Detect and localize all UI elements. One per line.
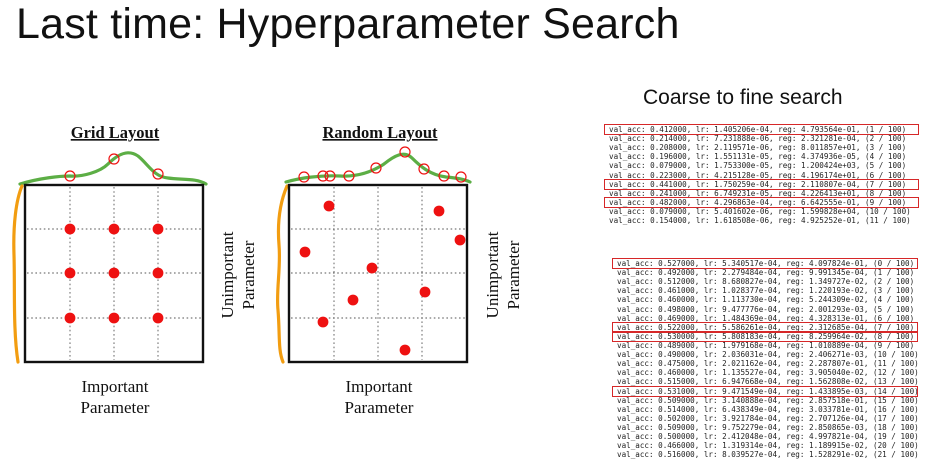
coarse-run-line: val_acc: 0.079000, lr: 5.401602e-06, reg…	[609, 206, 911, 216]
random-point	[433, 205, 445, 217]
grid-point	[152, 267, 164, 279]
layout-diagrams: Grid Layout	[12, 123, 523, 417]
random-curve-sample	[438, 170, 450, 182]
coarse-run-line-highlighted: val_acc: 0.412000, lr: 1.405206e-04, reg…	[604, 123, 919, 136]
fine-run-line: val_acc: 0.492000, lr: 2.279484e-04, reg…	[617, 268, 915, 278]
random-layout-title: Random Layout	[322, 123, 438, 142]
grid-point	[152, 312, 164, 324]
grid-y-label-line1: Unimportant	[218, 231, 237, 318]
grid-point	[108, 312, 120, 324]
fine-run-line: val_acc: 0.489000, lr: 1.979168e-04, reg…	[617, 340, 915, 350]
fine-run-line: val_acc: 0.490000, lr: 2.036031e-04, reg…	[617, 350, 919, 360]
fine-run-line: val_acc: 0.461000, lr: 1.028377e-04, reg…	[617, 286, 915, 296]
random-curve-samples	[298, 146, 467, 183]
random-curve-sample	[399, 146, 411, 158]
random-y-label-line1: Unimportant	[483, 231, 502, 318]
fine-run-line: val_acc: 0.466000, lr: 1.319314e-04, reg…	[617, 441, 919, 451]
fine-run-line: val_acc: 0.469000, lr: 1.484369e-04, reg…	[617, 313, 915, 323]
grid-point	[152, 223, 164, 235]
grid-curve-sample	[152, 168, 164, 180]
fine-search-log: val_acc: 0.527000, lr: 5.340517e-04, reg…	[612, 257, 919, 459]
random-curve-sample	[298, 171, 310, 183]
grid-curve-sample	[108, 153, 120, 165]
random-point	[323, 200, 335, 212]
grid-side-curve	[12, 184, 24, 364]
fine-run-line: val_acc: 0.516000, lr: 8.039527e-04, reg…	[617, 450, 919, 459]
grid-layout-panel: Grid Layout	[12, 123, 258, 417]
random-point	[399, 344, 411, 356]
random-y-label-line2: Parameter	[504, 240, 523, 309]
grid-top-curve	[18, 151, 208, 186]
fine-run-line-highlighted: val_acc: 0.531000, lr: 9.471549e-04, reg…	[612, 385, 919, 397]
slide-title: Last time: Hyperparameter Search	[16, 0, 680, 48]
coarse-run-line: val_acc: 0.079000, lr: 1.753300e-05, reg…	[609, 161, 907, 171]
random-curve-sample	[418, 163, 430, 175]
random-point	[299, 246, 311, 258]
grid-point	[108, 223, 120, 235]
grid-layout-title: Grid Layout	[71, 123, 160, 142]
random-point	[419, 286, 431, 298]
fine-run-line: val_acc: 0.509000, lr: 9.752279e-04, reg…	[617, 422, 919, 432]
fine-run-line: val_acc: 0.502000, lr: 3.921784e-04, reg…	[617, 413, 919, 423]
random-point	[366, 262, 378, 274]
grid-point	[64, 312, 76, 324]
random-x-label-line1: Important	[345, 377, 412, 396]
random-layout-panel: Random Layout	[275, 123, 523, 417]
fine-run-line: val_acc: 0.498000, lr: 9.477776e-04, reg…	[617, 304, 915, 314]
fine-run-line: val_acc: 0.475000, lr: 2.021162e-04, reg…	[617, 359, 919, 369]
random-point	[317, 316, 329, 328]
coarse-run-line: val_acc: 0.241000, lr: 6.749231e-05, reg…	[609, 188, 907, 198]
fine-run-line: val_acc: 0.500000, lr: 2.412048e-04, reg…	[617, 432, 919, 442]
random-curve-sample	[455, 171, 467, 183]
coarse-run-line: val_acc: 0.214000, lr: 7.231888e-06, reg…	[609, 134, 907, 144]
coarse-to-fine-title: Coarse to fine search	[643, 86, 843, 109]
coarse-run-line-highlighted: val_acc: 0.482000, lr: 4.296863e-04, reg…	[604, 196, 919, 209]
fine-run-line: val_acc: 0.509000, lr: 3.140888e-04, reg…	[617, 395, 919, 405]
grid-point	[64, 223, 76, 235]
random-top-curve	[284, 152, 472, 184]
fine-run-line: val_acc: 0.460000, lr: 1.113730e-04, reg…	[617, 295, 915, 305]
coarse-run-line: val_acc: 0.154000, lr: 1.618508e-06, reg…	[609, 216, 911, 226]
random-curve-sample	[343, 170, 355, 182]
coarse-run-line: val_acc: 0.223000, lr: 4.215128e-05, reg…	[609, 170, 907, 180]
grid-points	[64, 223, 164, 324]
random-side-curve	[275, 184, 289, 364]
fine-run-line-highlighted: val_acc: 0.527000, lr: 5.340517e-04, reg…	[612, 257, 918, 270]
random-x-label-line2: Parameter	[345, 398, 414, 417]
fine-run-line: val_acc: 0.460000, lr: 1.135527e-04, reg…	[617, 368, 919, 378]
random-curve-sample	[317, 170, 329, 182]
coarse-run-line: val_acc: 0.208000, lr: 2.119571e-06, reg…	[609, 143, 907, 153]
random-curve-sample	[324, 170, 336, 182]
grid-dotted-lines	[27, 187, 201, 360]
grid-x-label-line1: Important	[81, 377, 148, 396]
random-curve-sample	[370, 162, 382, 174]
grid-x-label-line2: Parameter	[81, 398, 150, 417]
fine-run-line: val_acc: 0.512000, lr: 8.680827e-04, reg…	[617, 277, 915, 287]
grid-point	[64, 267, 76, 279]
grid-y-label-line2: Parameter	[239, 240, 258, 309]
fine-run-line-highlighted: val_acc: 0.530000, lr: 5.808183e-04, reg…	[612, 330, 918, 343]
random-point	[347, 294, 359, 306]
fine-run-line: val_acc: 0.514000, lr: 6.438349e-04, reg…	[617, 404, 919, 414]
fine-run-line-highlighted: val_acc: 0.522000, lr: 5.586261e-04, reg…	[612, 321, 918, 333]
random-dotted-lines	[291, 187, 465, 360]
fine-run-line: val_acc: 0.515000, lr: 6.947668e-04, reg…	[617, 377, 919, 387]
random-points	[299, 200, 466, 356]
grid-curve-sample	[64, 170, 76, 182]
coarse-search-log: val_acc: 0.412000, lr: 1.405206e-04, reg…	[604, 123, 919, 226]
coarse-run-line-highlighted: val_acc: 0.441000, lr: 1.750259e-04, reg…	[604, 178, 919, 190]
grid-point	[108, 267, 120, 279]
coarse-run-line: val_acc: 0.196000, lr: 1.551131e-05, reg…	[609, 152, 907, 162]
random-point	[454, 234, 466, 246]
